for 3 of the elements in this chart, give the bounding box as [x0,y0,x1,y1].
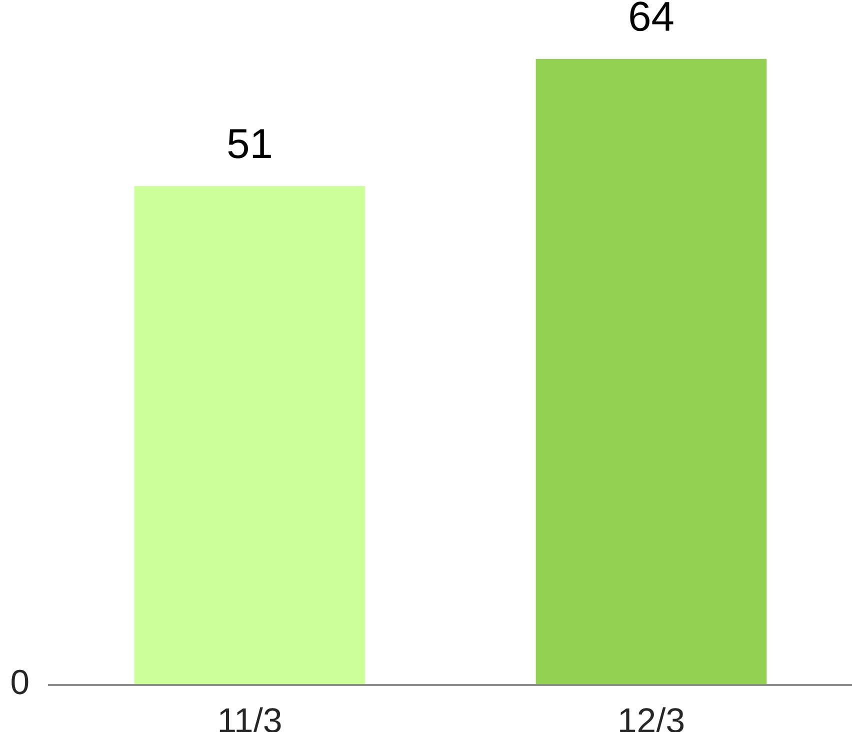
text: 0 [12,670,28,694]
data-label: 64 [630,2,674,32]
data-label: 51 [228,129,271,158]
